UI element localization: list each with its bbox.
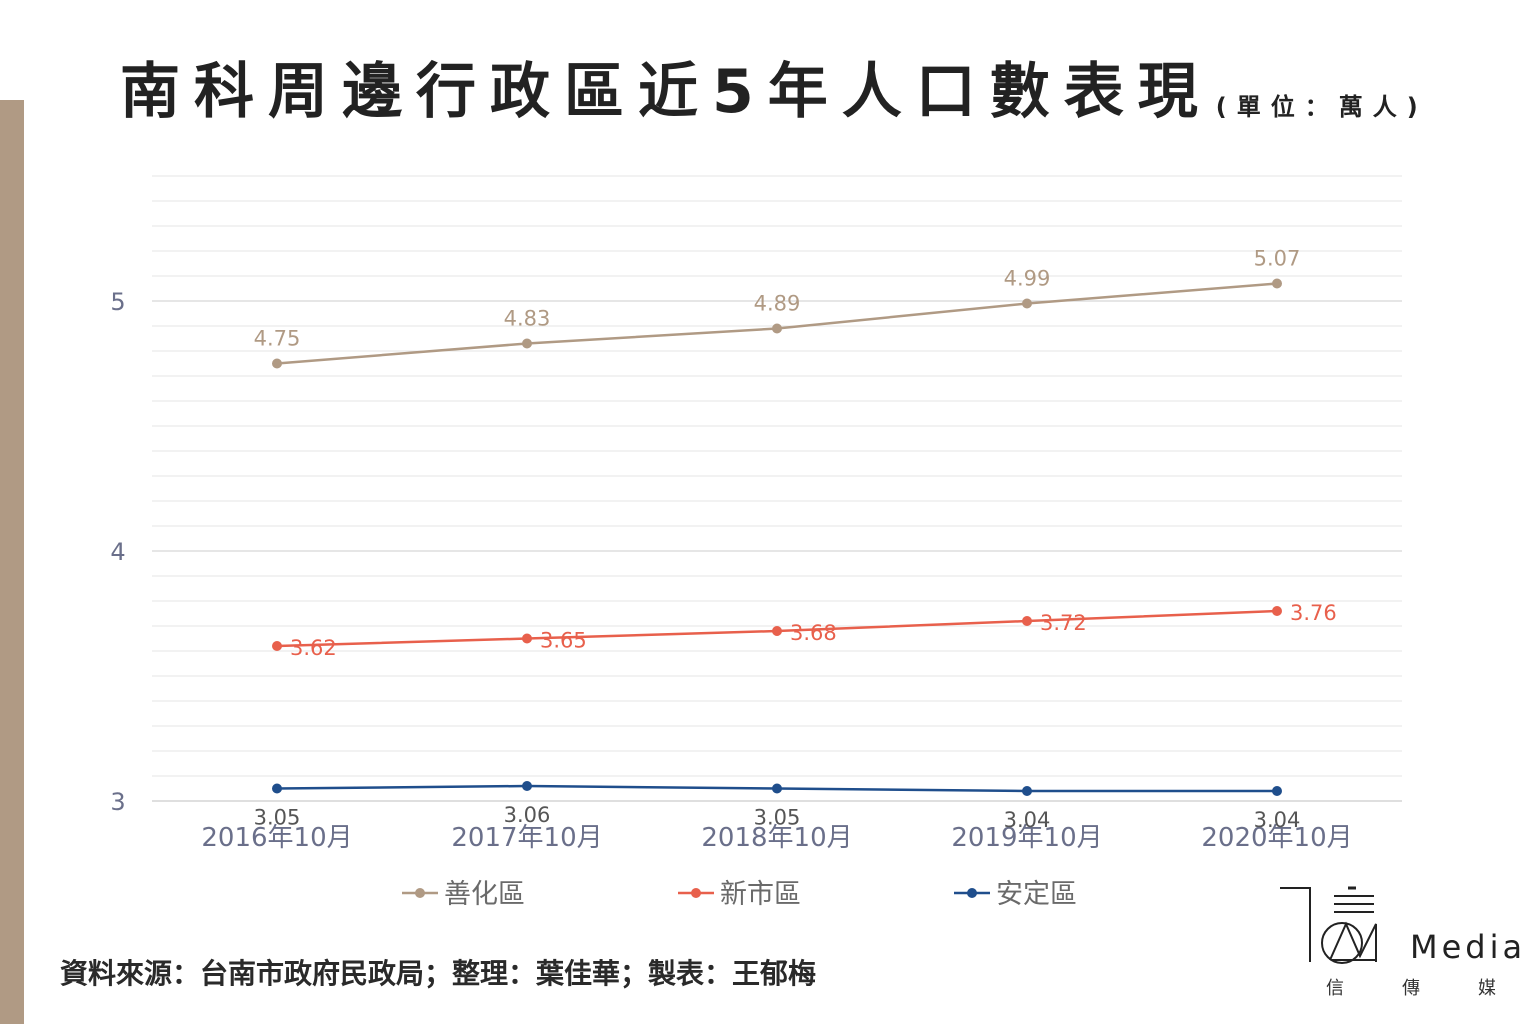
data-label: 3.05 bbox=[754, 806, 801, 830]
data-label: 3.04 bbox=[1254, 808, 1301, 832]
data-label: 3.65 bbox=[540, 629, 587, 653]
logo-caption: 信 傳 媒 bbox=[1326, 974, 1496, 1000]
x-tick-label: 2017年10月 bbox=[451, 823, 602, 853]
data-point bbox=[772, 626, 782, 636]
data-label: 3.05 bbox=[254, 806, 301, 830]
data-point bbox=[522, 633, 532, 644]
data-label: 3.62 bbox=[290, 636, 337, 660]
data-point bbox=[1022, 616, 1032, 626]
y-tick-label: 5 bbox=[110, 288, 125, 316]
data-point bbox=[272, 783, 282, 794]
data-point bbox=[1272, 606, 1282, 616]
x-tick-label: 2018年10月 bbox=[701, 823, 852, 853]
chart-title: 南科周邊行政區近5年人口數表現 (單位：萬人) bbox=[120, 52, 1428, 132]
data-point bbox=[522, 338, 532, 349]
y-tick-label: 3 bbox=[110, 788, 125, 816]
data-point bbox=[1022, 298, 1032, 309]
x-tick-label: 2016年10月 bbox=[201, 823, 352, 853]
data-label: 3.68 bbox=[790, 621, 837, 645]
data-label: 3.76 bbox=[1290, 601, 1337, 625]
data-point bbox=[772, 783, 782, 794]
data-point bbox=[272, 641, 282, 651]
data-label: 4.75 bbox=[254, 327, 301, 351]
legend-label: 善化區 bbox=[444, 879, 525, 910]
data-point bbox=[1272, 278, 1282, 289]
data-label: 4.89 bbox=[754, 292, 801, 316]
title-main: 南科周邊行政區近5年人口數表現 bbox=[120, 57, 1212, 127]
data-point bbox=[272, 358, 282, 369]
logo-caption-2: 傳 bbox=[1402, 978, 1420, 999]
x-tick-label: 2019年10月 bbox=[951, 823, 1102, 853]
y-tick-label: 4 bbox=[110, 538, 125, 566]
legend-label: 新市區 bbox=[720, 879, 801, 910]
source-note: 資料來源：台南市政府民政局；整理：葉佳華；製表：王郁梅 bbox=[60, 957, 817, 990]
data-label: 5.07 bbox=[1254, 247, 1301, 271]
logo-caption-1: 信 bbox=[1326, 978, 1344, 999]
media-logo bbox=[1280, 886, 1377, 964]
data-point bbox=[1272, 786, 1282, 796]
data-point bbox=[1022, 786, 1032, 796]
data-label: 3.04 bbox=[1004, 808, 1051, 832]
legend-swatch-marker bbox=[967, 888, 977, 898]
data-label: 4.83 bbox=[504, 307, 551, 331]
title-unit: (單位：萬人) bbox=[1215, 93, 1428, 121]
legend-swatch-marker bbox=[691, 888, 701, 898]
legend-label: 安定區 bbox=[996, 879, 1077, 910]
data-point bbox=[772, 323, 782, 334]
data-label: 3.72 bbox=[1040, 611, 1087, 635]
x-tick-label: 2020年10月 bbox=[1201, 823, 1352, 853]
data-label: 3.06 bbox=[504, 803, 551, 827]
logo-text: Media bbox=[1410, 928, 1527, 966]
data-point bbox=[522, 781, 532, 791]
legend-swatch-marker bbox=[415, 888, 425, 898]
accent-side-bar bbox=[0, 100, 24, 1024]
logo-caption-3: 媒 bbox=[1478, 978, 1496, 999]
data-label: 4.99 bbox=[1004, 267, 1051, 291]
